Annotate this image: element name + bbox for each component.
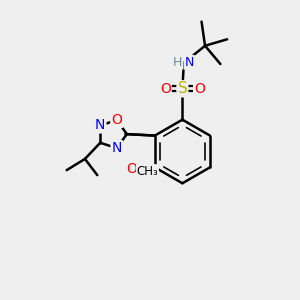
- Text: O: O: [194, 82, 205, 96]
- Text: N: N: [95, 118, 105, 132]
- Text: CH₃: CH₃: [136, 165, 158, 178]
- Text: N: N: [112, 141, 122, 155]
- Text: H: H: [173, 56, 182, 69]
- Text: O: O: [126, 162, 137, 176]
- Text: N: N: [184, 56, 194, 69]
- Text: S: S: [178, 81, 187, 96]
- Text: O: O: [160, 82, 171, 96]
- Text: O: O: [111, 113, 122, 127]
